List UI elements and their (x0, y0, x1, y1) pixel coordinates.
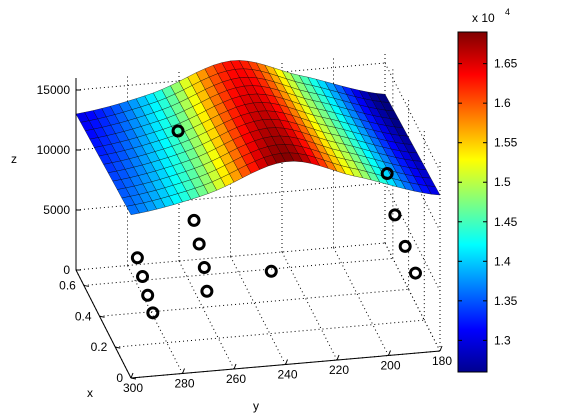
surface-mesh (75, 60, 441, 216)
y-tick-mark (182, 368, 185, 374)
floor-grid-line (178, 260, 235, 370)
x-tick-label: 0.6 (59, 278, 76, 292)
data-marker (192, 237, 206, 251)
x-axis-label: x (87, 386, 93, 400)
y-tick-mark (336, 354, 340, 361)
side-wall-grid-line (384, 182, 441, 292)
floor-grid-line (83, 257, 393, 286)
y-tick-mark (388, 350, 391, 356)
colorbar: 1.3 1.35 1.4 1.45 1.5 1.55 1.6 1.65 x 10 4 (457, 7, 518, 373)
colorbar-tick-label: 1.4 (494, 254, 511, 268)
side-wall-grid-line (384, 242, 441, 352)
y-tick-mark (285, 359, 288, 365)
floor-grid-line (281, 251, 338, 361)
y-tick-label: 260 (226, 372, 246, 386)
y-tick-mark (130, 372, 134, 379)
side-wall-grid-line (384, 62, 441, 172)
colorbar-tick-label: 1.5 (494, 175, 511, 189)
floor-grid-line (127, 265, 183, 374)
colorbar-tick-label: 1.45 (494, 215, 518, 229)
x-tick-label: 0.2 (91, 340, 108, 354)
data-markers (130, 124, 422, 320)
data-marker (380, 167, 394, 181)
data-marker (187, 213, 201, 227)
data-marker (141, 288, 155, 302)
colorbar-tick-label: 1.35 (494, 294, 518, 308)
colorbar-gradient (457, 31, 488, 373)
x-tick-mark (115, 346, 121, 349)
colorbar-exponent-base: x 10 (472, 11, 495, 25)
data-marker (130, 251, 144, 265)
x-axis-line (75, 269, 132, 379)
data-marker (200, 284, 214, 298)
data-marker (408, 266, 422, 280)
y-tick-label: 240 (277, 368, 297, 382)
z-axis-label: z (11, 152, 17, 166)
surface-patch (426, 185, 441, 196)
colorbar-tick-label: 1.65 (494, 57, 518, 71)
floor-grid-line (230, 256, 286, 365)
axes-front (75, 78, 443, 380)
y-tick-label: 200 (380, 359, 400, 373)
y-tick-label: 220 (329, 363, 349, 377)
x-tick-mark (83, 284, 89, 287)
y-tick-label: 280 (174, 377, 194, 391)
data-marker (146, 306, 160, 320)
x-tick-label: 0.4 (75, 309, 92, 323)
x-tick-mark (99, 315, 105, 318)
colorbar-tick-label: 1.55 (494, 136, 518, 150)
z-tick-label: 15000 (37, 83, 71, 97)
x-tick-mark (130, 377, 137, 380)
y-tick-label: 180 (432, 354, 452, 368)
data-marker (264, 264, 278, 278)
floor-grid-line (333, 247, 389, 356)
colorbar-exponent-power: 4 (505, 7, 510, 17)
y-tick-label: 300 (123, 381, 143, 395)
data-marker (388, 208, 402, 222)
colorbar-ticks: 1.3 1.35 1.4 1.45 1.5 1.55 1.6 1.65 (458, 57, 518, 347)
colorbar-tick-label: 1.3 (494, 333, 511, 347)
data-marker (197, 261, 211, 275)
floor-grid-line (115, 319, 425, 348)
floor-grid-line (99, 288, 409, 317)
y-tick-mark (439, 345, 443, 352)
colorbar-tick-label: 1.6 (494, 96, 511, 110)
data-marker (171, 124, 185, 138)
y-tick-mark (233, 363, 237, 370)
data-marker (398, 239, 412, 253)
z-tick-label: 10000 (37, 143, 71, 157)
z-tick-label: 5000 (43, 203, 70, 217)
z-tick-label: 0 (63, 263, 70, 277)
data-marker (136, 270, 150, 284)
tick-labels: 300 280 260 240 220 200 18000.20.40.6050001000… (37, 83, 453, 395)
x-tick-label: 0 (116, 371, 123, 385)
y-axis-label: y (253, 399, 259, 413)
